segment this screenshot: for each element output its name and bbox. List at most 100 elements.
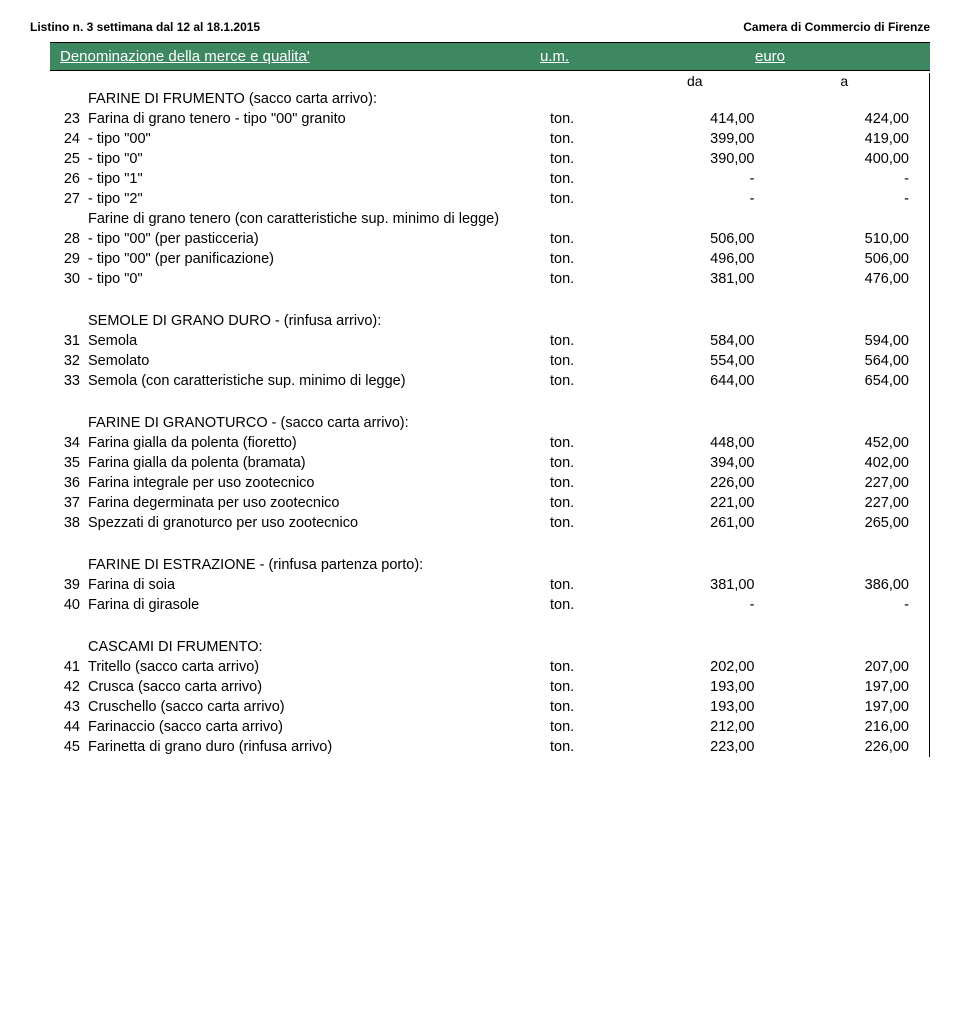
row-unit: ton. (550, 699, 620, 715)
row-price-to: 402,00 (775, 455, 920, 471)
row-number: 41 (50, 659, 88, 675)
row-unit: ton. (550, 719, 620, 735)
row-desc: Farinaccio (sacco carta arrivo) (88, 719, 550, 735)
row-desc: Farina di girasole (88, 597, 550, 613)
section-title-row: CASCAMI DI FRUMENTO: (50, 637, 930, 657)
row-price-to: 400,00 (775, 151, 920, 167)
row-price-to: 197,00 (775, 699, 920, 715)
table-row: 27 - tipo "2"ton.-- (50, 189, 930, 209)
row-unit: ton. (550, 515, 620, 531)
row-desc: Spezzati di granoturco per uso zootecnic… (88, 515, 550, 531)
table-row: 45Farinetta di grano duro (rinfusa arriv… (50, 737, 930, 757)
row-desc: - tipo "0" (88, 151, 550, 167)
table-row: 44Farinaccio (sacco carta arrivo)ton.212… (50, 717, 930, 737)
row-unit: ton. (550, 191, 620, 207)
row-price-to: 510,00 (775, 231, 920, 247)
table-row: 30 - tipo "0"ton.381,00476,00 (50, 269, 930, 289)
row-price-to: - (775, 597, 920, 613)
row-number: 43 (50, 699, 88, 715)
section-title-row: FARINE DI ESTRAZIONE - (rinfusa partenza… (50, 555, 930, 575)
row-desc: - tipo "00" (per panificazione) (88, 251, 550, 267)
row-desc: - tipo "00" (per pasticceria) (88, 231, 550, 247)
header-left: Listino n. 3 settimana dal 12 al 18.1.20… (30, 20, 260, 34)
table-row: 24 - tipo "00"ton.399,00419,00 (50, 129, 930, 149)
row-desc: Farina degerminata per uso zootecnico (88, 495, 550, 511)
section-title: FARINE DI FRUMENTO (sacco carta arrivo): (88, 91, 550, 107)
table-row: 25 - tipo "0"ton.390,00400,00 (50, 149, 930, 169)
row-price-to: 207,00 (775, 659, 920, 675)
row-number: 28 (50, 231, 88, 247)
row-desc: - tipo "0" (88, 271, 550, 287)
table-row: 38Spezzati di granoturco per uso zootecn… (50, 513, 930, 533)
section-title: SEMOLE DI GRANO DURO - (rinfusa arrivo): (88, 313, 550, 329)
row-number: 44 (50, 719, 88, 735)
row-number: 39 (50, 577, 88, 593)
table-row: 36Farina integrale per uso zootecnicoton… (50, 473, 930, 493)
row-number: 32 (50, 353, 88, 369)
section-gap (50, 615, 930, 637)
row-price-to: 476,00 (775, 271, 920, 287)
row-number: 30 (50, 271, 88, 287)
col-header-desc: Denominazione della merce e qualita' (60, 48, 540, 65)
row-unit: ton. (550, 251, 620, 267)
row-price-from: 221,00 (620, 495, 775, 511)
row-price-from: 212,00 (620, 719, 775, 735)
row-price-to: 564,00 (775, 353, 920, 369)
section-title: Farine di grano tenero (con caratteristi… (88, 211, 550, 227)
row-unit: ton. (550, 131, 620, 147)
row-price-to: 197,00 (775, 679, 920, 695)
row-price-from: 390,00 (620, 151, 775, 167)
row-price-from: - (620, 191, 775, 207)
row-price-from: 381,00 (620, 271, 775, 287)
price-table: FARINE DI FRUMENTO (sacco carta arrivo):… (50, 89, 930, 757)
section-title-row: Farine di grano tenero (con caratteristi… (50, 209, 930, 229)
row-price-from: 381,00 (620, 577, 775, 593)
row-desc: Farina gialla da polenta (fioretto) (88, 435, 550, 451)
row-price-to: 424,00 (775, 111, 920, 127)
section-title-row: FARINE DI GRANOTURCO - (sacco carta arri… (50, 413, 930, 433)
row-price-from: 223,00 (620, 739, 775, 755)
table-row: 41Tritello (sacco carta arrivo)ton.202,0… (50, 657, 930, 677)
table-row: 42Crusca (sacco carta arrivo)ton.193,001… (50, 677, 930, 697)
row-unit: ton. (550, 111, 620, 127)
col-da: da (620, 73, 770, 89)
row-price-from: 554,00 (620, 353, 775, 369)
row-price-to: - (775, 191, 920, 207)
table-row: 35Farina gialla da polenta (bramata)ton.… (50, 453, 930, 473)
row-number: 25 (50, 151, 88, 167)
table-row: 28 - tipo "00" (per pasticceria)ton.506,… (50, 229, 930, 249)
row-price-from: 644,00 (620, 373, 775, 389)
table-row: 32Semolatoton.554,00564,00 (50, 351, 930, 371)
page-header: Listino n. 3 settimana dal 12 al 18.1.20… (30, 20, 930, 34)
row-desc: Farina integrale per uso zootecnico (88, 475, 550, 491)
row-number: 35 (50, 455, 88, 471)
row-unit: ton. (550, 739, 620, 755)
row-unit: ton. (550, 495, 620, 511)
section-title: FARINE DI ESTRAZIONE - (rinfusa partenza… (88, 557, 550, 573)
row-unit: ton. (550, 455, 620, 471)
table-row: 37Farina degerminata per uso zootecnicot… (50, 493, 930, 513)
row-price-to: 265,00 (775, 515, 920, 531)
row-price-from: 448,00 (620, 435, 775, 451)
table-row: 31Semolaton.584,00594,00 (50, 331, 930, 351)
section-title: FARINE DI GRANOTURCO - (sacco carta arri… (88, 415, 550, 431)
row-desc: Tritello (sacco carta arrivo) (88, 659, 550, 675)
section-gap (50, 289, 930, 311)
row-desc: Farina di grano tenero - tipo "00" grani… (88, 111, 550, 127)
row-price-from: 584,00 (620, 333, 775, 349)
row-number: 27 (50, 191, 88, 207)
row-unit: ton. (550, 333, 620, 349)
row-desc: - tipo "00" (88, 131, 550, 147)
table-row: 26 - tipo "1"ton.-- (50, 169, 930, 189)
row-desc: Semolato (88, 353, 550, 369)
row-price-to: 452,00 (775, 435, 920, 451)
row-price-from: 394,00 (620, 455, 775, 471)
row-price-to: 506,00 (775, 251, 920, 267)
row-unit: ton. (550, 353, 620, 369)
row-desc: Semola (88, 333, 550, 349)
row-desc: Cruschello (sacco carta arrivo) (88, 699, 550, 715)
row-price-from: 193,00 (620, 699, 775, 715)
row-unit: ton. (550, 171, 620, 187)
row-desc: - tipo "2" (88, 191, 550, 207)
col-a: a (770, 73, 920, 89)
